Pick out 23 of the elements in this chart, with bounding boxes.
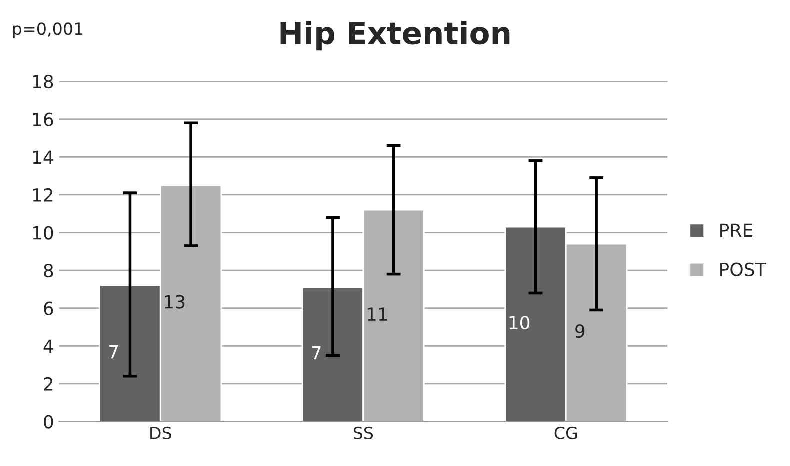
x-tick-label: DS [150, 426, 172, 440]
y-tick-label: 10 [33, 226, 54, 240]
y-tick-label: 0 [44, 415, 54, 429]
y-tick-label: 8 [44, 264, 54, 278]
data-label: 7 [312, 346, 321, 360]
data-label: 9 [576, 324, 585, 338]
y-tick-label: 4 [44, 340, 54, 353]
data-label: 11 [368, 308, 388, 321]
y-tick-label: 14 [33, 150, 54, 164]
y-tick-label: 12 [33, 188, 53, 202]
data-label: 10 [510, 316, 530, 330]
legend-label: PRE [720, 224, 752, 238]
chart-title: Hip Extention [280, 21, 510, 51]
x-tick-label: SS [354, 426, 374, 440]
y-tick-label: 18 [33, 75, 54, 89]
y-tick-label: 6 [44, 302, 54, 316]
legend-label: POST [720, 262, 766, 276]
text: p=0,001 [13, 22, 83, 38]
data-label: 7 [110, 346, 118, 359]
data-label: 13 [165, 295, 185, 309]
y-tick-label: 16 [33, 112, 54, 126]
x-tick-label: CG [554, 426, 578, 440]
y-tick-label: 2 [44, 377, 53, 391]
